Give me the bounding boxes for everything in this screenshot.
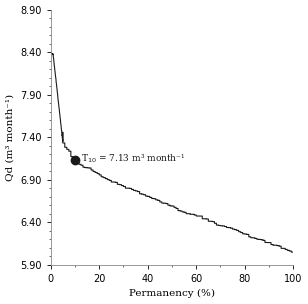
X-axis label: Permanency (%): Permanency (%): [129, 289, 215, 299]
Text: T$_{10}$ = 7.13 m³ month⁻¹: T$_{10}$ = 7.13 m³ month⁻¹: [81, 152, 185, 165]
Y-axis label: Qd (m³ month⁻¹): Qd (m³ month⁻¹): [6, 94, 14, 181]
